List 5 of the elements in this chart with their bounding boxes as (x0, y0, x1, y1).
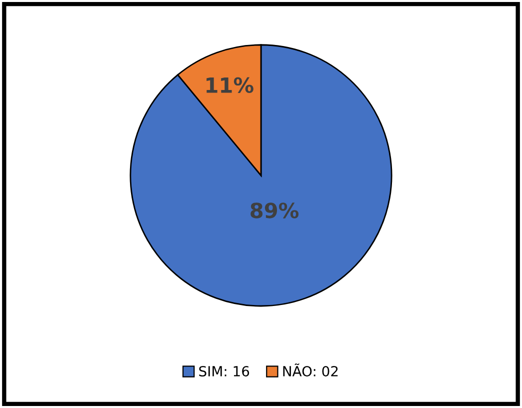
pie-slice (130, 44, 392, 307)
data-label: 11% (206, 77, 254, 94)
legend-label: NÃO: 02 (283, 364, 338, 376)
legend-label: SIM: 16 (199, 366, 250, 376)
data-label: 89% (250, 202, 299, 218)
